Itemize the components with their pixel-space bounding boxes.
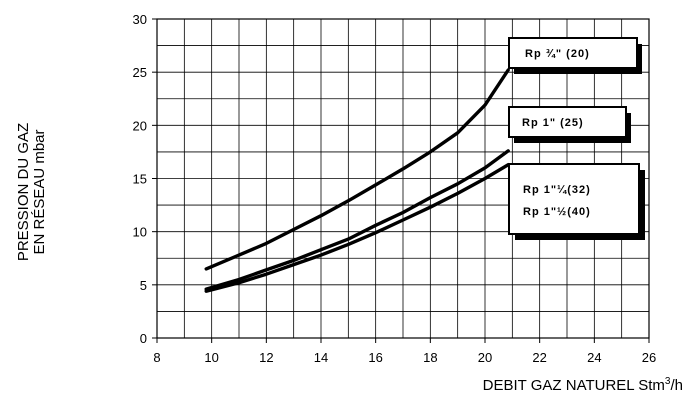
legend-label-series-2: Rp 1" (25) — [522, 117, 584, 129]
legend-box-series-2: Rp 1" (25) — [508, 106, 631, 143]
y-tick-labels: 0 5 10 15 20 25 30 — [133, 12, 147, 346]
x-tick-label: 22 — [532, 350, 546, 365]
y-tick-label: 15 — [133, 172, 147, 187]
x-axis-title-suffix: /h — [670, 377, 683, 394]
x-tick-labels: 8 10 12 14 16 18 20 22 24 26 — [153, 350, 656, 365]
y-axis-title-line-2: EN RÉSEAU mbar — [31, 129, 48, 254]
x-tick-label: 20 — [478, 350, 492, 365]
x-tick-label: 8 — [153, 350, 160, 365]
axes — [152, 18, 650, 343]
x-axis-title-sup: 3 — [665, 376, 671, 387]
x-tick-label: 16 — [368, 350, 382, 365]
x-tick-label: 14 — [314, 350, 328, 365]
legend-label-series-1: Rp ¾" (20) — [525, 48, 590, 60]
series-lines — [204, 68, 510, 293]
y-tick-label: 0 — [140, 331, 147, 346]
x-tick-label: 18 — [423, 350, 437, 365]
x-axis-title: DEBIT GAZ NATUREL Stm3/h — [483, 376, 683, 394]
series-line-3 — [204, 163, 510, 293]
y-tick-label: 25 — [133, 65, 147, 80]
y-tick-label: 20 — [133, 118, 147, 133]
y-axis-title: PRESSION DU GAZ EN RÉSEAU mbar — [15, 123, 48, 261]
legend-label-series-3a: Rp 1"¼(32) — [523, 184, 591, 196]
series-line-1 — [204, 68, 510, 271]
y-axis-title-line-1: PRESSION DU GAZ — [15, 123, 32, 261]
y-tick-label: 5 — [140, 278, 147, 293]
x-tick-label: 26 — [642, 350, 656, 365]
x-tick-label: 10 — [204, 350, 218, 365]
x-tick-label: 12 — [259, 350, 273, 365]
y-tick-label: 10 — [133, 225, 147, 240]
x-tick-label: 24 — [587, 350, 601, 365]
legend-box-series-3: Rp 1"¼(32) Rp 1"½(40) — [508, 163, 645, 240]
y-tick-label: 30 — [133, 12, 147, 27]
legend-label-series-3b: Rp 1"½(40) — [523, 206, 591, 218]
x-axis-title-main: DEBIT GAZ NATUREL Stm — [483, 377, 665, 394]
legend-box-series-1: Rp ¾" (20) — [508, 37, 642, 74]
series-line-2 — [204, 149, 510, 291]
